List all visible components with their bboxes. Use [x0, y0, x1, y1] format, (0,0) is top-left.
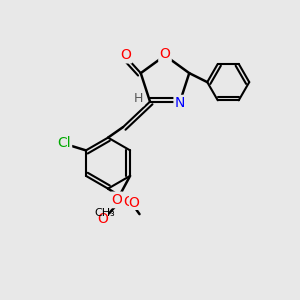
Text: O: O [129, 196, 140, 210]
Text: H: H [134, 92, 143, 105]
Text: CH₃: CH₃ [94, 208, 115, 218]
Text: O: O [120, 48, 131, 62]
Text: N: N [175, 96, 185, 110]
Text: Cl: Cl [57, 136, 71, 150]
Text: O: O [160, 47, 170, 61]
Text: O: O [98, 212, 109, 226]
Text: O: O [124, 195, 134, 209]
Text: O: O [111, 193, 122, 207]
